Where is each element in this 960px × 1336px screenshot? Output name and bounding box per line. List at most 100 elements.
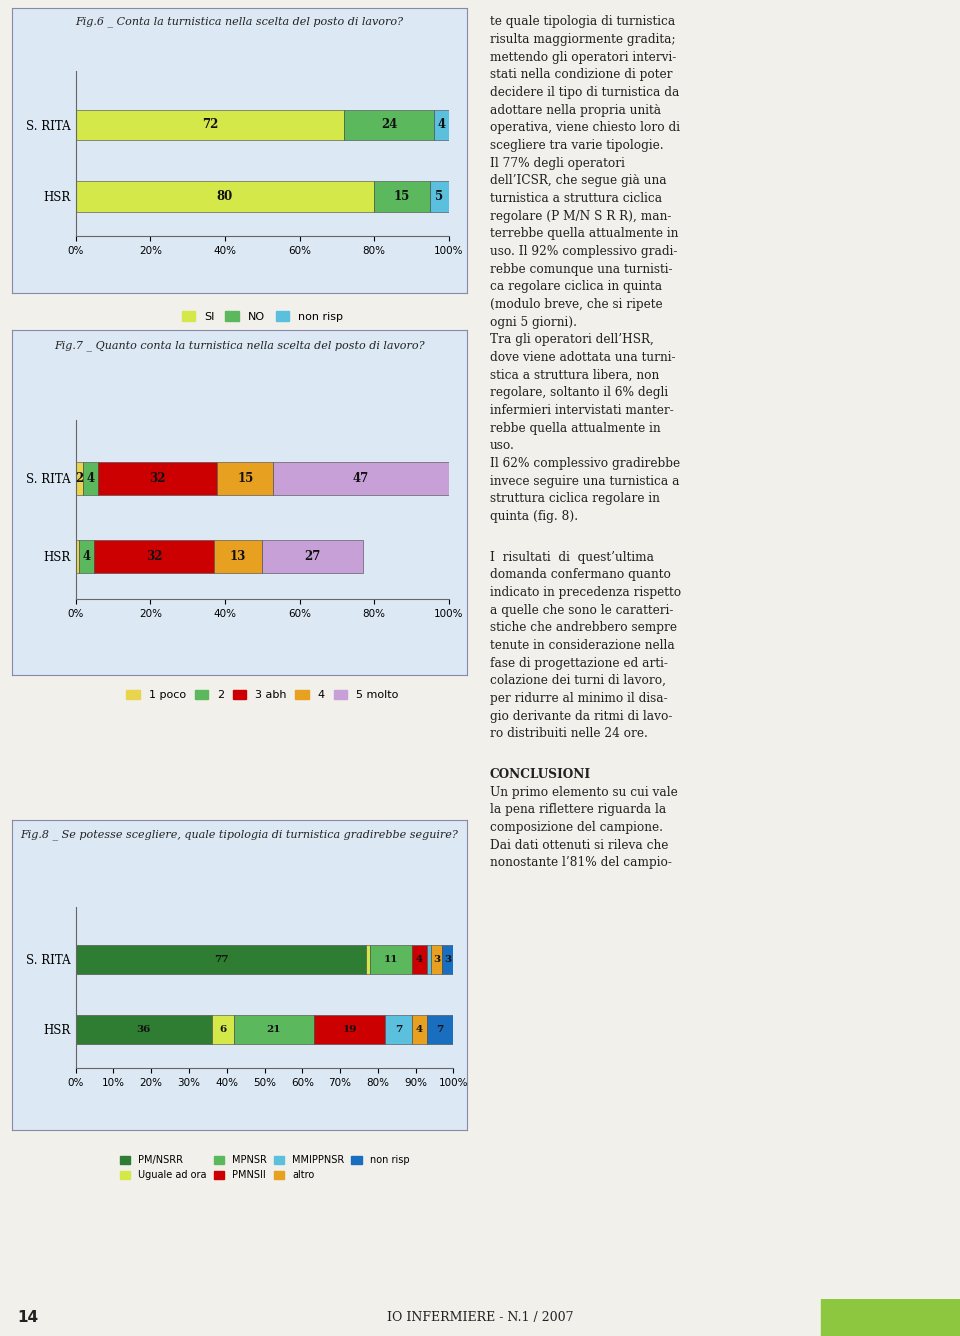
Text: colazione dei turni di lavoro,: colazione dei turni di lavoro, <box>490 675 666 687</box>
Text: IO INFERMIERE - N.1 / 2007: IO INFERMIERE - N.1 / 2007 <box>387 1311 573 1324</box>
Text: stica a struttura libera, non: stica a struttura libera, non <box>490 369 660 382</box>
Text: 72: 72 <box>202 118 218 131</box>
Text: Il 62% complessivo gradirebbe: Il 62% complessivo gradirebbe <box>490 457 680 470</box>
Text: 15: 15 <box>237 472 253 485</box>
Text: terrebbe quella attualmente in: terrebbe quella attualmente in <box>490 227 679 240</box>
Legend: SI, NO, non risp: SI, NO, non risp <box>177 307 348 326</box>
Text: te quale tipologia di turnistica: te quale tipologia di turnistica <box>490 15 675 28</box>
Text: fase di progettazione ed arti-: fase di progettazione ed arti- <box>490 656 668 669</box>
Text: 32: 32 <box>146 549 162 562</box>
Text: 24: 24 <box>381 118 397 131</box>
Bar <box>76 182 374 211</box>
Bar <box>80 540 94 573</box>
Text: Il 77% degli operatori: Il 77% degli operatori <box>490 156 625 170</box>
Bar <box>427 945 431 974</box>
Text: 15: 15 <box>394 190 410 203</box>
Text: tenute in considerazione nella: tenute in considerazione nella <box>490 639 675 652</box>
Text: 3: 3 <box>444 955 451 963</box>
Bar <box>218 462 274 494</box>
Text: rebbe quella attualmente in: rebbe quella attualmente in <box>490 422 660 434</box>
Text: 47: 47 <box>353 472 370 485</box>
Text: 19: 19 <box>343 1025 357 1034</box>
Text: Fig.6 _ Conta la turnistica nella scelta del posto di lavoro?: Fig.6 _ Conta la turnistica nella scelta… <box>76 16 403 27</box>
Text: 11: 11 <box>384 955 398 963</box>
Text: struttura ciclica regolare in: struttura ciclica regolare in <box>490 492 660 505</box>
Text: la pena riflettere riguarda la: la pena riflettere riguarda la <box>490 803 666 816</box>
Text: ro distribuiti nelle 24 ore.: ro distribuiti nelle 24 ore. <box>490 727 648 740</box>
Bar <box>98 462 218 494</box>
Text: domanda confermano quanto: domanda confermano quanto <box>490 568 671 581</box>
Text: 7: 7 <box>437 1025 444 1034</box>
Bar <box>371 945 412 974</box>
Text: Tra gli operatori dell’HSR,: Tra gli operatori dell’HSR, <box>490 333 654 346</box>
Text: per ridurre al minimo il disa-: per ridurre al minimo il disa- <box>490 692 667 705</box>
Text: 21: 21 <box>267 1025 281 1034</box>
Bar <box>274 462 448 494</box>
Text: a quelle che sono le caratteri-: a quelle che sono le caratteri- <box>490 604 673 616</box>
Bar <box>314 1015 385 1045</box>
Text: 4: 4 <box>86 472 95 485</box>
Bar <box>434 110 448 140</box>
Bar <box>345 110 434 140</box>
Text: quinta (fig. 8).: quinta (fig. 8). <box>490 510 578 522</box>
Bar <box>821 1299 960 1336</box>
Bar <box>94 540 214 573</box>
Bar <box>262 540 363 573</box>
Bar <box>234 1015 314 1045</box>
Text: stiche che andrebbero sempre: stiche che andrebbero sempre <box>490 621 677 635</box>
Text: 3: 3 <box>433 955 440 963</box>
Text: invece seguire una turnistica a: invece seguire una turnistica a <box>490 474 680 488</box>
Bar <box>76 945 367 974</box>
Text: 77: 77 <box>214 955 228 963</box>
Text: gio derivante da ritmi di lavo-: gio derivante da ritmi di lavo- <box>490 709 672 723</box>
Text: infermieri intervistati manter-: infermieri intervistati manter- <box>490 403 674 417</box>
Text: mettendo gli operatori intervi-: mettendo gli operatori intervi- <box>490 51 676 64</box>
Text: dell’ICSR, che segue già una: dell’ICSR, che segue già una <box>490 174 666 187</box>
Text: I  risultati  di  quest’ultima: I risultati di quest’ultima <box>490 550 654 564</box>
Text: 5: 5 <box>436 190 444 203</box>
Bar <box>367 945 371 974</box>
Text: operativa, viene chiesto loro di: operativa, viene chiesto loro di <box>490 122 680 134</box>
Text: 14: 14 <box>17 1309 38 1325</box>
Text: turnistica a struttura ciclica: turnistica a struttura ciclica <box>490 192 662 204</box>
Bar <box>214 540 262 573</box>
Text: uso. Il 92% complessivo gradi-: uso. Il 92% complessivo gradi- <box>490 244 678 258</box>
Bar <box>430 182 448 211</box>
Text: Fig.7 _ Quanto conta la turnistica nella scelta del posto di lavoro?: Fig.7 _ Quanto conta la turnistica nella… <box>54 341 425 351</box>
Text: indicato in precedenza rispetto: indicato in precedenza rispetto <box>490 587 682 599</box>
Text: 4: 4 <box>437 118 445 131</box>
Text: 80: 80 <box>217 190 233 203</box>
Bar <box>76 110 345 140</box>
Text: Un primo elemento su cui vale: Un primo elemento su cui vale <box>490 786 678 799</box>
Text: 32: 32 <box>150 472 166 485</box>
Bar <box>76 462 84 494</box>
Text: uso.: uso. <box>490 440 515 452</box>
Bar <box>76 1015 211 1045</box>
Text: Dai dati ottenuti si rileva che: Dai dati ottenuti si rileva che <box>490 839 668 851</box>
Text: 27: 27 <box>304 549 321 562</box>
Bar <box>211 1015 234 1045</box>
Bar <box>427 1015 453 1045</box>
Text: 13: 13 <box>229 549 246 562</box>
Legend: PM/NSRR, Uguale ad ora, MPNSR, PMNSII, MMIPPNSR, altro, non risp: PM/NSRR, Uguale ad ora, MPNSR, PMNSII, M… <box>116 1152 413 1184</box>
Text: 36: 36 <box>136 1025 151 1034</box>
Text: 7: 7 <box>395 1025 402 1034</box>
Text: 4: 4 <box>416 1025 423 1034</box>
Bar <box>76 540 80 573</box>
Text: scegliere tra varie tipologie.: scegliere tra varie tipologie. <box>490 139 663 152</box>
Bar <box>374 182 430 211</box>
Bar <box>442 945 453 974</box>
Text: dove viene adottata una turni-: dove viene adottata una turni- <box>490 351 676 363</box>
Text: risulta maggiormente gradita;: risulta maggiormente gradita; <box>490 33 676 45</box>
Text: regolare (P M/N S R R), man-: regolare (P M/N S R R), man- <box>490 210 671 223</box>
Bar <box>84 462 98 494</box>
Bar <box>412 945 427 974</box>
Text: decidere il tipo di turnistica da: decidere il tipo di turnistica da <box>490 86 680 99</box>
Text: composizione del campione.: composizione del campione. <box>490 820 663 834</box>
Text: 6: 6 <box>219 1025 227 1034</box>
Bar <box>385 1015 412 1045</box>
Legend: 1 poco, 2, 3 abh, 4, 5 molto: 1 poco, 2, 3 abh, 4, 5 molto <box>122 685 402 705</box>
Text: 2: 2 <box>75 472 84 485</box>
Text: nonostante l’81% del campio-: nonostante l’81% del campio- <box>490 856 672 870</box>
Text: stati nella condizione di poter: stati nella condizione di poter <box>490 68 673 81</box>
